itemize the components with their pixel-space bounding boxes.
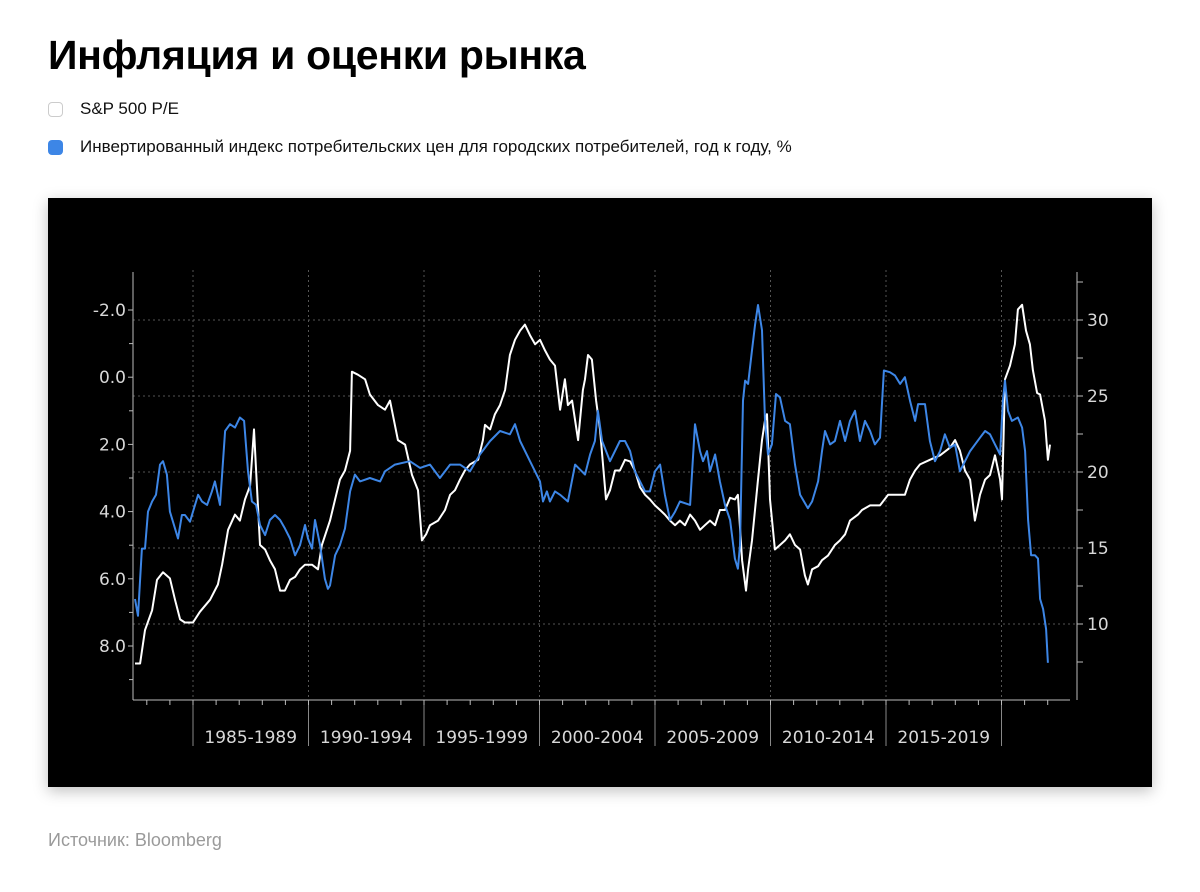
- page-title: Инфляция и оценки рынка: [48, 32, 586, 78]
- source-note: Источник: Bloomberg: [48, 830, 222, 850]
- series-line-cpi: [134, 304, 1049, 663]
- x-tick-label: 1990-1994: [320, 728, 413, 748]
- left-tick-label: 0.0: [99, 368, 126, 388]
- legend-label: S&P 500 P/E: [80, 99, 179, 118]
- legend-label: Инвертированный индекс потребительских ц…: [80, 137, 792, 156]
- series-line-pe: [135, 303, 1051, 665]
- x-tick-label: 1985-1989: [204, 728, 297, 748]
- x-tick-label: 2000-2004: [551, 728, 644, 748]
- chart-panel: -2.0 0.0 2.0 4.0 6.0 8.0 30 25 20 15 10 1985-1989 19…: [48, 198, 1152, 787]
- legend-swatch-white: [48, 101, 63, 117]
- left-tick-label: 4.0: [99, 503, 126, 523]
- x-tick-label: 2010-2014: [782, 728, 875, 748]
- right-tick-label: 15: [1087, 539, 1109, 559]
- right-tick-label: 25: [1087, 387, 1109, 407]
- left-tick-label: -2.0: [93, 301, 126, 321]
- left-tick-label: 6.0: [99, 570, 126, 590]
- legend-item-cpi[interactable]: Инвертированный индекс потребительских ц…: [48, 137, 792, 157]
- right-tick-label: 10: [1087, 615, 1109, 635]
- line-chart: -2.0 0.0 2.0 4.0 6.0 8.0 30 25 20 15 10 1985-1989 19…: [93, 270, 1109, 748]
- right-tick-label: 20: [1087, 463, 1109, 483]
- right-tick-label: 30: [1087, 311, 1109, 331]
- x-tick-label: 2015-2019: [897, 728, 990, 748]
- x-tick-label: 1995-1999: [435, 728, 528, 748]
- left-tick-label: 8.0: [99, 637, 126, 657]
- left-tick-label: 2.0: [99, 435, 126, 455]
- x-tick-label: 2005-2009: [666, 728, 759, 748]
- legend-item-pe[interactable]: S&P 500 P/E: [48, 99, 179, 119]
- legend-swatch-blue: [48, 139, 63, 155]
